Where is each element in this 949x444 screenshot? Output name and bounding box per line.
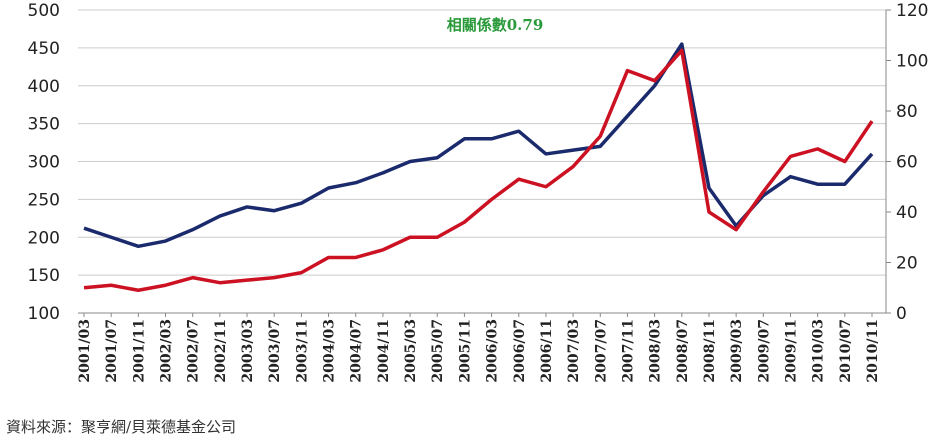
x-tick-label: 2004/07 [349, 319, 365, 383]
x-tick-label: 2004/11 [376, 319, 392, 383]
x-tick-label: 2005/11 [457, 319, 473, 383]
y-tick-label: 250 [28, 190, 60, 210]
y2-tick-label: 100 [896, 52, 928, 72]
x-tick-label: 2002/03 [159, 319, 175, 383]
x-tick-label: 2005/07 [430, 319, 446, 383]
series-line [83, 42, 874, 249]
y-tick-label: 400 [28, 77, 60, 97]
y2-tick-label: 80 [896, 102, 918, 122]
x-tick-label: 2001/07 [104, 319, 120, 383]
x-tick-label: 2008/03 [648, 319, 664, 383]
x-tick-label: 2006/03 [485, 319, 501, 383]
x-tick-label: 2008/11 [702, 319, 718, 383]
y-tick-label: 150 [28, 266, 60, 286]
x-tick-label: 2002/07 [186, 319, 202, 383]
x-tick-label: 2001/11 [131, 319, 147, 383]
y2-tick-label: 20 [896, 254, 918, 274]
x-tick-label: 2004/03 [322, 319, 338, 383]
y-tick-label: 200 [28, 228, 60, 248]
x-tick-label: 2009/07 [756, 319, 772, 383]
x-tick-label: 2007/03 [566, 319, 582, 383]
y-tick-label: 350 [28, 115, 60, 135]
x-tick-label: 2009/03 [729, 319, 745, 383]
y-tick-label: 450 [28, 39, 60, 59]
y2-tick-label: 120 [896, 1, 928, 21]
x-tick-label: 2006/11 [539, 319, 555, 383]
x-tick-label: 2010/03 [811, 319, 827, 383]
x-tick-label: 2003/03 [240, 319, 256, 383]
x-tick-label: 2002/11 [213, 319, 229, 383]
x-tick-label: 2003/11 [294, 319, 310, 383]
y-tick-label: 100 [28, 304, 60, 324]
chart-title: 相關係數0.79 [447, 16, 544, 34]
y2-tick-label: 0 [896, 304, 907, 324]
source-note: 資料來源：聚亨網/貝萊德基金公司 [6, 418, 236, 436]
y-tick-label: 300 [28, 153, 60, 173]
x-tick-label: 2006/07 [512, 319, 528, 383]
x-tick-label: 2003/07 [267, 319, 283, 383]
y2-tick-label: 60 [896, 153, 918, 173]
x-tick-label: 2010/11 [865, 319, 881, 383]
y-tick-label: 500 [28, 1, 60, 21]
y2-tick-label: 40 [896, 203, 918, 223]
x-tick-label: 2007/11 [620, 319, 636, 383]
x-tick-label: 2007/07 [593, 319, 609, 383]
x-tick-label: 2008/07 [675, 319, 691, 383]
x-tick-label: 2005/03 [403, 319, 419, 383]
x-tick-label: 2010/07 [838, 319, 854, 383]
x-tick-label: 2001/03 [77, 319, 93, 383]
series-line [83, 48, 874, 293]
x-tick-label: 2009/11 [783, 319, 799, 383]
